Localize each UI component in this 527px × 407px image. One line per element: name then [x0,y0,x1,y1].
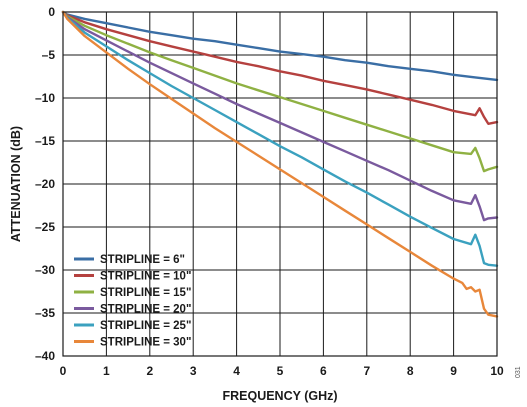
legend-label: STRIPLINE = 30" [100,337,191,349]
series-line-1 [61,10,499,82]
y-tick-label: –25 [35,220,55,234]
x-tick-label: 10 [490,364,504,378]
legend-label: STRIPLINE = 20" [100,304,191,316]
x-tick-label: 2 [146,364,153,378]
plot-frame [62,11,498,357]
series-line-5 [61,10,499,267]
y-tick-label: –5 [42,48,56,62]
x-tick-label: 8 [407,364,414,378]
y-tick-label: 0 [48,5,55,19]
legend: STRIPLINE = 6" STRIPLINE = 10" STRIPLINE =… [74,254,191,349]
legend-label: STRIPLINE = 6" [100,254,185,266]
y-tick-label: –20 [35,177,55,191]
legend-label: STRIPLINE = 10" [100,271,191,283]
legend-label: STRIPLINE = 25" [100,320,191,332]
x-tick-label: 0 [60,364,67,378]
x-tick-label: 7 [363,364,370,378]
x-tick-label: 4 [233,364,240,378]
y-tick-label: –30 [35,263,55,277]
series-lines [61,10,499,318]
y-tick-label: –10 [35,91,55,105]
x-tick-labels: 0 1 2 3 4 5 6 7 8 9 10 [60,364,504,378]
y-tick-labels: 0 –5 –10 –15 –20 –25 –30 –35 –40 [35,5,55,363]
x-tick-label: 6 [320,364,327,378]
series-line-6 [61,10,499,318]
x-tick-label: 9 [450,364,457,378]
y-tick-label: –15 [35,134,55,148]
legend-label: STRIPLINE = 15" [100,287,191,299]
series-line-4 [61,10,499,222]
y-tick-label: –40 [35,349,55,363]
x-axis-title: FREQUENCY (GHz) [222,389,337,403]
y-tick-label: –35 [35,306,55,320]
x-tick-label: 1 [103,364,110,378]
x-tick-label: 3 [190,364,197,378]
figure-id: 031 [515,366,522,378]
x-tick-label: 5 [277,364,284,378]
series-line-2 [61,10,499,125]
series-line-3 [61,10,499,173]
y-axis-title: ATTENUATION (dB) [9,126,23,242]
